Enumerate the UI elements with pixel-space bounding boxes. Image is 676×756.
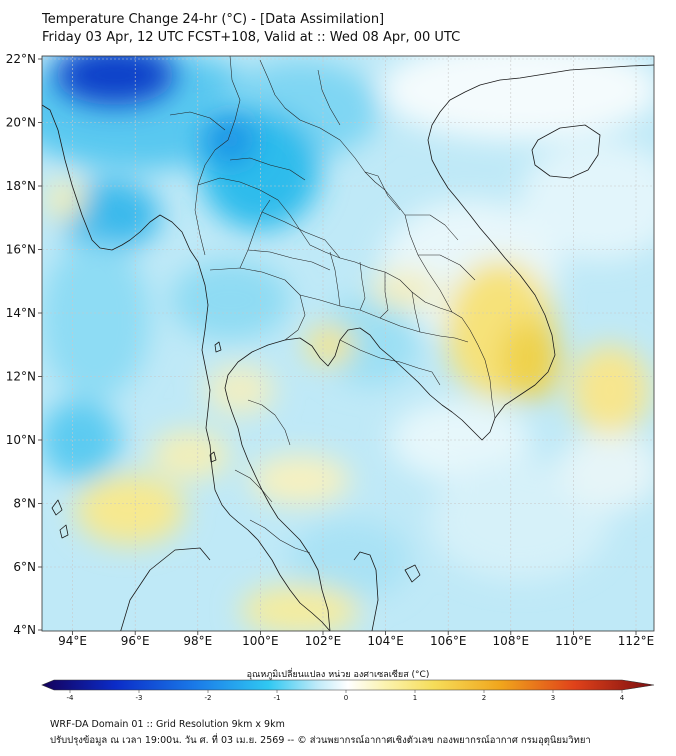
lat-label: 18°N — [6, 179, 36, 193]
gridlines — [42, 56, 654, 631]
lat-label: 8°N — [13, 497, 36, 511]
lon-label: 96°E — [121, 634, 150, 648]
colorbar-tick-label: -4 — [67, 694, 75, 702]
colorbar-tick-label: -3 — [136, 694, 143, 702]
lat-label: 12°N — [6, 370, 36, 384]
lat-label: 6°N — [13, 560, 36, 574]
map-subtitle: Friday 03 Apr, 12 UTC FCST+108, Valid at… — [42, 30, 461, 45]
lat-label: 14°N — [6, 306, 36, 320]
colorbar-tick-label: -2 — [205, 694, 212, 702]
map-title: Temperature Change 24-hr (°C) - [Data As… — [42, 12, 385, 27]
colorbar-title: อุณหภูมิเปลี่ยนแปลง หน่วย องศาเซลเซียส (… — [246, 670, 430, 680]
lon-label: 98°E — [183, 634, 212, 648]
colorbar-ticks — [69, 690, 623, 693]
footer-credit: ปรับปรุงข้อมูล ณ เวลา 19:00น. วัน ศ. ที่… — [50, 735, 591, 746]
lat-label: 16°N — [6, 243, 36, 257]
lon-label: 110°E — [555, 634, 592, 648]
lon-label: 94°E — [58, 634, 87, 648]
colorbar-tick-label: 1 — [413, 694, 417, 702]
lon-label: 106°E — [430, 634, 467, 648]
colorbar-tick-label: 2 — [482, 694, 486, 702]
colorbar-tick-label: 4 — [620, 694, 625, 702]
admin-borders — [169, 56, 496, 554]
footer-model-info: WRF-DA Domain 01 :: Grid Resolution 9km … — [50, 719, 285, 730]
lon-label: 100°E — [242, 634, 279, 648]
lat-label: 22°N — [6, 52, 36, 66]
lat-label: 4°N — [13, 623, 36, 637]
temperature-field — [42, 56, 654, 631]
lon-label: 108°E — [493, 634, 530, 648]
colorbar-tick-label: 0 — [344, 694, 348, 702]
coastlines — [42, 64, 654, 631]
tick-marks — [38, 58, 637, 635]
lon-label: 112°E — [618, 634, 655, 648]
lat-label: 10°N — [6, 433, 36, 447]
colorbar-tick-label: -1 — [274, 694, 281, 702]
lat-label: 20°N — [6, 116, 36, 130]
lon-label: 102°E — [305, 634, 342, 648]
map-frame — [41, 55, 655, 632]
colorbar — [41, 679, 655, 691]
colorbar-tick-label: 3 — [551, 694, 555, 702]
lon-label: 104°E — [367, 634, 404, 648]
